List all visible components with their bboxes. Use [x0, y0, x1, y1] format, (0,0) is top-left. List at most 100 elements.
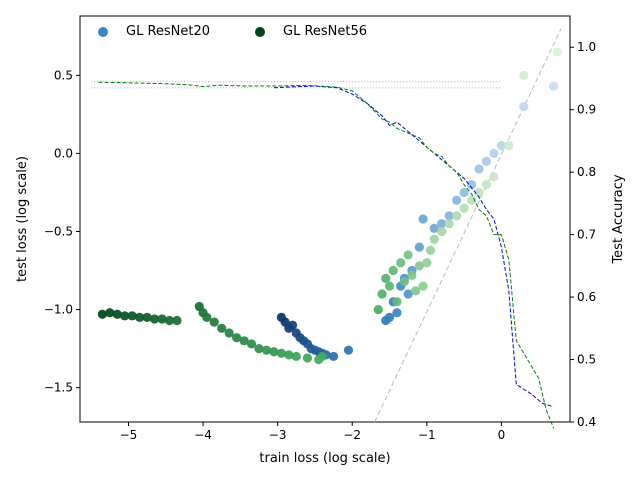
y-axis-right: 0.4 0.5 0.6 0.7 0.8 0.9 1.0	[570, 40, 596, 429]
scatter-point	[403, 289, 413, 299]
scatter-point	[474, 164, 484, 174]
scatter-point	[97, 309, 107, 319]
x-tick-label: −3	[269, 428, 287, 442]
x-tick-label: −2	[343, 428, 361, 442]
scatter-point	[328, 351, 339, 362]
scatter-point	[489, 148, 499, 159]
scatter-point	[217, 323, 227, 333]
legend-marker-resnet20	[98, 26, 108, 37]
y-right-tick-label: 1.0	[577, 40, 596, 54]
scatter-point	[418, 281, 428, 291]
scatter-point	[287, 320, 298, 330]
scatter-point	[466, 180, 477, 190]
scatter-point	[149, 314, 160, 324]
scatter-point	[429, 234, 439, 244]
scatter-point	[459, 187, 469, 198]
scatter-point	[232, 333, 242, 343]
legend-item-resnet20: GL ResNet20	[98, 24, 210, 39]
scatter-point	[157, 314, 167, 324]
scatter-point	[422, 258, 432, 268]
x-axis: −5 −4 −3 −2 −1 0	[120, 422, 506, 442]
plot-frame	[79, 15, 571, 423]
diagonal-reference-line	[374, 28, 562, 423]
x-tick-label: −5	[120, 428, 138, 442]
legend-item-resnet56: GL ResNet56	[255, 24, 367, 39]
scatter-point	[392, 297, 402, 307]
scatter-point	[399, 276, 410, 287]
y-right-tick-label: 0.8	[577, 165, 596, 179]
y-left-tick-label: 0.5	[54, 68, 73, 82]
reference-lines	[91, 28, 562, 423]
scatter-point	[209, 317, 219, 327]
scatter-point	[548, 81, 559, 91]
scatter-point	[377, 289, 387, 299]
y-axis-right-label: Test Accuracy	[611, 174, 626, 264]
scatter-point	[127, 311, 137, 321]
y-axis-left: −1.5 −1.0 −0.5 0.0 0.5	[44, 68, 80, 395]
scatter-point	[392, 308, 402, 318]
scatter-point	[414, 261, 424, 271]
scatter-point	[317, 351, 327, 362]
legend-label-resnet20: GL ResNet20	[126, 24, 211, 39]
scatter-point	[403, 250, 413, 260]
scatter-point	[202, 312, 212, 322]
scatter-point	[112, 309, 122, 319]
y-axis-left-label: test loss (log scale)	[15, 156, 30, 282]
scatter-point	[269, 347, 279, 357]
y-right-tick-label: 0.6	[577, 290, 596, 304]
scatter-point	[481, 180, 492, 190]
y-left-tick-label: −1.0	[44, 303, 73, 317]
scatter-point	[384, 281, 395, 291]
x-tick-label: 0	[498, 428, 506, 442]
x-tick-label: −4	[194, 428, 212, 442]
scatter-point	[343, 345, 354, 355]
scatter-point	[142, 312, 152, 322]
accuracy-line	[98, 81, 555, 429]
scatter-point	[276, 348, 286, 358]
line-layer	[98, 81, 555, 429]
y-left-tick-label: −0.5	[44, 224, 73, 238]
legend-label-resnet56: GL ResNet56	[283, 24, 368, 39]
scatter-point	[425, 245, 436, 255]
scatter-point	[444, 211, 454, 221]
scatter-point	[246, 339, 257, 349]
y-right-tick-label: 0.4	[577, 415, 596, 429]
y-right-tick-label: 0.5	[577, 353, 596, 367]
scatter-point	[396, 258, 406, 268]
scatter-point	[302, 353, 313, 363]
scatter-point	[120, 311, 130, 321]
scatter-point	[552, 47, 562, 57]
scatter-point	[135, 312, 145, 322]
plot-area	[79, 15, 571, 429]
scatter-point	[411, 286, 421, 296]
y-left-tick-label: −1.5	[44, 381, 73, 395]
y-right-tick-label: 0.7	[577, 228, 596, 242]
x-tick-label: −1	[418, 428, 436, 442]
scatter-point	[407, 270, 417, 280]
scatter-point	[519, 70, 529, 80]
scatter-point	[388, 265, 398, 276]
scatter-point	[105, 308, 115, 318]
scatter-point	[239, 336, 249, 346]
scatter-point	[381, 273, 391, 283]
scatter-point	[504, 141, 514, 151]
scatter-point	[481, 156, 492, 166]
scatter-point	[284, 350, 294, 360]
scatter-point	[444, 219, 454, 229]
scatter-point	[459, 203, 469, 213]
legend-marker-resnet56	[255, 26, 265, 37]
scatter-point	[489, 172, 499, 182]
scatter-point	[429, 223, 439, 233]
y-right-tick-label: 0.9	[577, 103, 596, 117]
scatter-point	[452, 211, 462, 221]
y-left-tick-label: 0.0	[54, 146, 73, 160]
scatter-point	[414, 242, 424, 252]
scatter-point	[437, 226, 447, 237]
scatter-point	[373, 304, 383, 315]
scatter-point	[496, 141, 506, 151]
scatter-point	[172, 315, 182, 326]
x-axis-label: train loss (log scale)	[259, 451, 390, 466]
scatter-point	[418, 214, 428, 224]
